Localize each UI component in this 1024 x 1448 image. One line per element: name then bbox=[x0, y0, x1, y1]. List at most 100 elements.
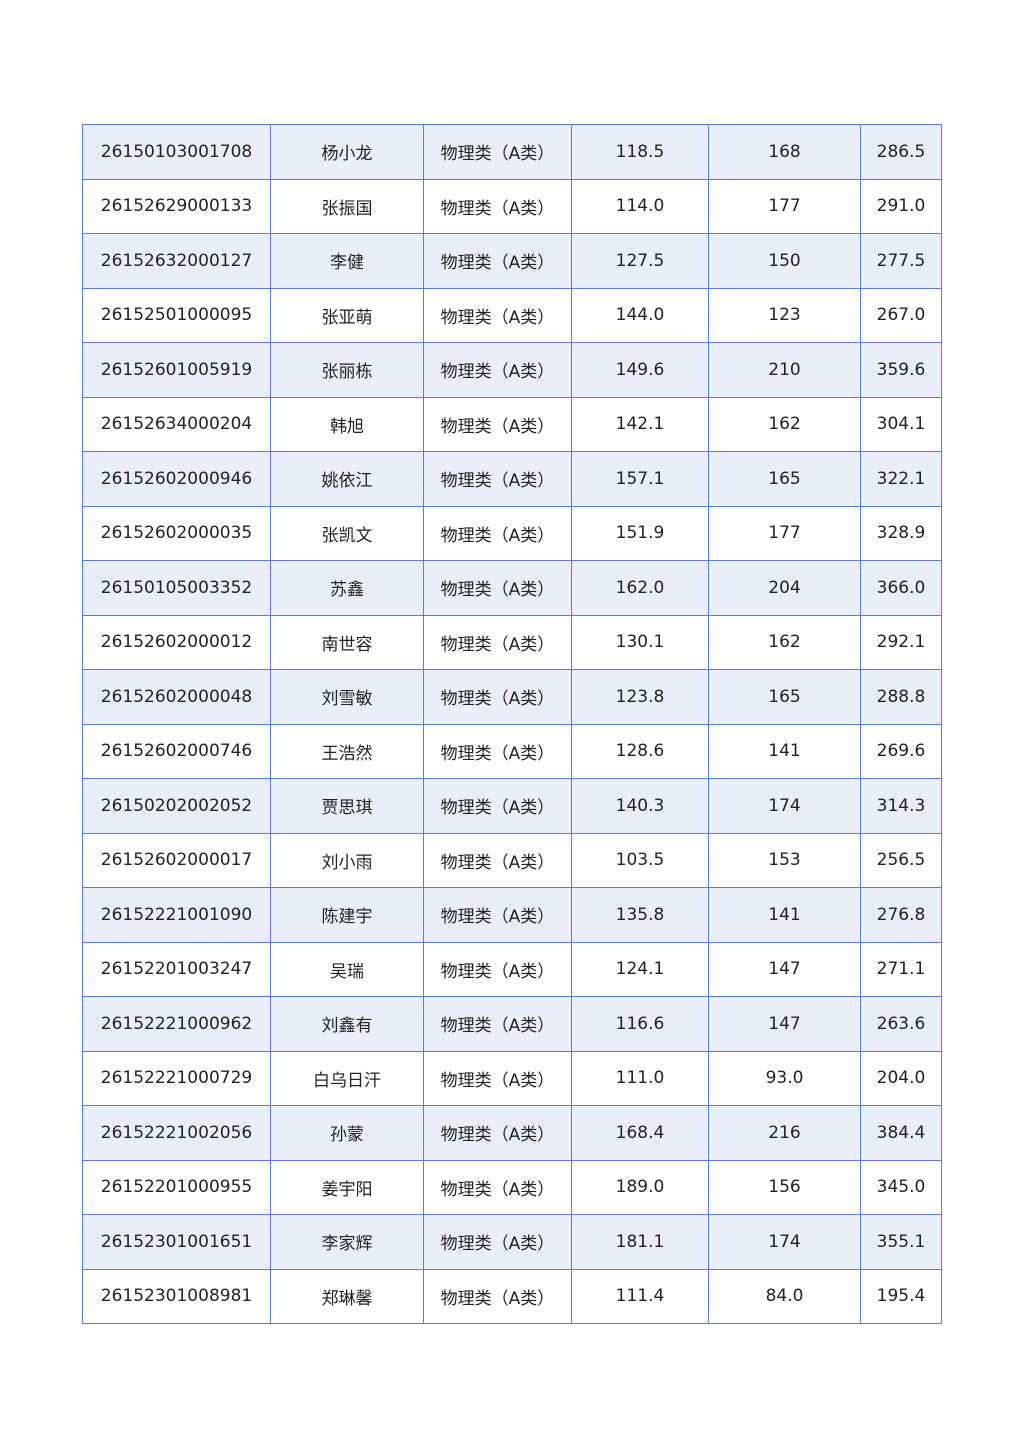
exam-id-cell: 26152301001651 bbox=[82, 1214, 271, 1270]
total-cell: 288.8 bbox=[860, 669, 942, 725]
category-cell: 物理类（A类） bbox=[423, 396, 572, 452]
score-b-cell: 150 bbox=[708, 233, 861, 289]
score-a-cell: 162.0 bbox=[571, 560, 709, 616]
exam-id-cell: 26152221000962 bbox=[82, 996, 271, 1052]
name-cell: 杨小龙 bbox=[270, 124, 424, 180]
score-b-cell: 123 bbox=[708, 287, 861, 343]
total-cell: 271.1 bbox=[860, 941, 942, 997]
score-a-cell: 181.1 bbox=[571, 1214, 709, 1270]
total-cell: 292.1 bbox=[860, 614, 942, 670]
category-cell: 物理类（A类） bbox=[423, 342, 572, 398]
category-cell: 物理类（A类） bbox=[423, 287, 572, 343]
table-row: 26150202002052 贾思琪 物理类（A类） 140.3 174 314.3 bbox=[82, 778, 942, 834]
score-a-cell: 103.5 bbox=[571, 832, 709, 888]
score-b-cell: 216 bbox=[708, 1105, 861, 1161]
total-cell: 256.5 bbox=[860, 832, 942, 888]
name-cell: 李健 bbox=[270, 233, 424, 289]
score-a-cell: 144.0 bbox=[571, 287, 709, 343]
category-cell: 物理类（A类） bbox=[423, 560, 572, 616]
exam-id-cell: 26152602000035 bbox=[82, 505, 271, 561]
name-cell: 刘小雨 bbox=[270, 832, 424, 888]
exam-id-cell: 26152201000955 bbox=[82, 1159, 271, 1215]
total-cell: 384.4 bbox=[860, 1105, 942, 1161]
score-a-cell: 127.5 bbox=[571, 233, 709, 289]
name-cell: 张丽栋 bbox=[270, 342, 424, 398]
table-row: 26152602000017 刘小雨 物理类（A类） 103.5 153 256.5 bbox=[82, 832, 942, 888]
category-cell: 物理类（A类） bbox=[423, 1268, 572, 1324]
table-row: 26152301008981 郑琳馨 物理类（A类） 111.4 84.0 195.4 bbox=[82, 1268, 942, 1324]
score-a-cell: 135.8 bbox=[571, 887, 709, 943]
name-cell: 苏鑫 bbox=[270, 560, 424, 616]
exam-id-cell: 26152221001090 bbox=[82, 887, 271, 943]
total-cell: 267.0 bbox=[860, 287, 942, 343]
exam-id-cell: 26150105003352 bbox=[82, 560, 271, 616]
exam-id-cell: 26150202002052 bbox=[82, 778, 271, 834]
table-row: 26152602000746 王浩然 物理类（A类） 128.6 141 269.6 bbox=[82, 723, 942, 779]
score-b-cell: 165 bbox=[708, 451, 861, 507]
category-cell: 物理类（A类） bbox=[423, 778, 572, 834]
total-cell: 277.5 bbox=[860, 233, 942, 289]
table-row: 26152221000962 刘鑫有 物理类（A类） 116.6 147 263.6 bbox=[82, 996, 942, 1052]
exam-id-cell: 26152602000746 bbox=[82, 723, 271, 779]
total-cell: 263.6 bbox=[860, 996, 942, 1052]
name-cell: 张振国 bbox=[270, 178, 424, 234]
score-b-cell: 147 bbox=[708, 941, 861, 997]
table-row: 26152221001090 陈建宇 物理类（A类） 135.8 141 276.8 bbox=[82, 887, 942, 943]
name-cell: 吴瑞 bbox=[270, 941, 424, 997]
table-row: 26152201000955 姜宇阳 物理类（A类） 189.0 156 345.0 bbox=[82, 1159, 942, 1215]
score-b-cell: 141 bbox=[708, 887, 861, 943]
score-b-cell: 168 bbox=[708, 124, 861, 180]
score-a-cell: 149.6 bbox=[571, 342, 709, 398]
score-b-cell: 162 bbox=[708, 614, 861, 670]
total-cell: 195.4 bbox=[860, 1268, 942, 1324]
category-cell: 物理类（A类） bbox=[423, 614, 572, 670]
category-cell: 物理类（A类） bbox=[423, 451, 572, 507]
table-row: 26152221002056 孙蒙 物理类（A类） 168.4 216 384.4 bbox=[82, 1105, 942, 1161]
category-cell: 物理类（A类） bbox=[423, 1159, 572, 1215]
exam-id-cell: 26152221000729 bbox=[82, 1050, 271, 1106]
category-cell: 物理类（A类） bbox=[423, 941, 572, 997]
category-cell: 物理类（A类） bbox=[423, 887, 572, 943]
table-row: 26152602000946 姚依江 物理类（A类） 157.1 165 322.1 bbox=[82, 451, 942, 507]
name-cell: 韩旭 bbox=[270, 396, 424, 452]
score-b-cell: 147 bbox=[708, 996, 861, 1052]
name-cell: 刘雪敏 bbox=[270, 669, 424, 725]
exam-id-cell: 26150103001708 bbox=[82, 124, 271, 180]
total-cell: 314.3 bbox=[860, 778, 942, 834]
table-row: 26152201003247 吴瑞 物理类（A类） 124.1 147 271.1 bbox=[82, 941, 942, 997]
exam-id-cell: 26152221002056 bbox=[82, 1105, 271, 1161]
score-a-cell: 142.1 bbox=[571, 396, 709, 452]
score-b-cell: 174 bbox=[708, 1214, 861, 1270]
score-b-cell: 165 bbox=[708, 669, 861, 725]
total-cell: 276.8 bbox=[860, 887, 942, 943]
table-row: 26152634000204 韩旭 物理类（A类） 142.1 162 304.1 bbox=[82, 396, 942, 452]
score-b-cell: 177 bbox=[708, 178, 861, 234]
name-cell: 贾思琪 bbox=[270, 778, 424, 834]
exam-id-cell: 26152602000048 bbox=[82, 669, 271, 725]
table-row: 26152501000095 张亚萌 物理类（A类） 144.0 123 267.0 bbox=[82, 287, 942, 343]
exam-id-cell: 26152201003247 bbox=[82, 941, 271, 997]
exam-id-cell: 26152601005919 bbox=[82, 342, 271, 398]
score-a-cell: 189.0 bbox=[571, 1159, 709, 1215]
total-cell: 304.1 bbox=[860, 396, 942, 452]
table-row: 26152601005919 张丽栋 物理类（A类） 149.6 210 359.6 bbox=[82, 342, 942, 398]
name-cell: 李家辉 bbox=[270, 1214, 424, 1270]
score-b-cell: 156 bbox=[708, 1159, 861, 1215]
score-a-cell: 118.5 bbox=[571, 124, 709, 180]
exam-id-cell: 26152629000133 bbox=[82, 178, 271, 234]
name-cell: 南世容 bbox=[270, 614, 424, 670]
score-b-cell: 210 bbox=[708, 342, 861, 398]
score-b-cell: 162 bbox=[708, 396, 861, 452]
total-cell: 355.1 bbox=[860, 1214, 942, 1270]
score-b-cell: 204 bbox=[708, 560, 861, 616]
table-row: 26152632000127 李健 物理类（A类） 127.5 150 277.5 bbox=[82, 233, 942, 289]
total-cell: 359.6 bbox=[860, 342, 942, 398]
category-cell: 物理类（A类） bbox=[423, 505, 572, 561]
score-b-cell: 84.0 bbox=[708, 1268, 861, 1324]
name-cell: 陈建宇 bbox=[270, 887, 424, 943]
category-cell: 物理类（A类） bbox=[423, 832, 572, 888]
exam-id-cell: 26152602000946 bbox=[82, 451, 271, 507]
total-cell: 328.9 bbox=[860, 505, 942, 561]
category-cell: 物理类（A类） bbox=[423, 1105, 572, 1161]
total-cell: 366.0 bbox=[860, 560, 942, 616]
